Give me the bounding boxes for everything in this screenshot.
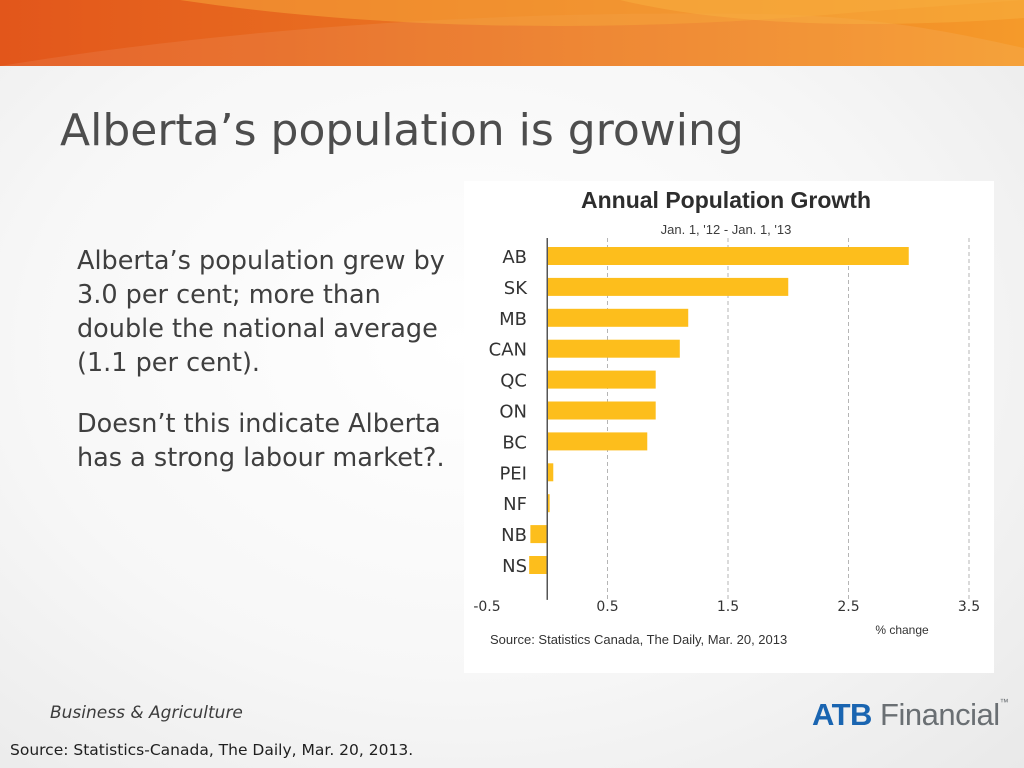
bar-mb xyxy=(547,308,689,327)
category-label-on: ON xyxy=(499,402,527,423)
x-axis-label: % change xyxy=(875,623,929,637)
bar-on xyxy=(547,401,656,420)
chart-subtitle: Jan. 1, '12 - Jan. 1, '13 xyxy=(661,222,792,237)
bar-nf xyxy=(547,494,550,513)
category-label-ns: NS xyxy=(502,556,527,577)
category-label-qc: QC xyxy=(500,371,527,392)
category-label-sk: SK xyxy=(504,278,528,299)
category-label-nf: NF xyxy=(503,494,527,515)
bullet-list: Alberta’s population grew by 3.0 per cen… xyxy=(77,244,467,502)
grid-lines xyxy=(607,238,970,600)
population-growth-chart: AB SK MB CAN QC ON BC PEI NF NB NS -0.5 0.5 1.5 2.5 3.… xyxy=(464,181,994,673)
slide-source: Source: Statistics-Canada, The Daily, Ma… xyxy=(10,741,414,759)
bar-bc xyxy=(547,432,648,451)
x-tick-label: -0.5 xyxy=(473,599,500,615)
x-tick-label: 3.5 xyxy=(958,599,980,615)
x-tick-label: 2.5 xyxy=(837,599,859,615)
x-tick-label: 1.5 xyxy=(717,599,739,615)
logo-atb: ATB xyxy=(812,697,872,732)
slide-title: Alberta’s population is growing xyxy=(60,105,744,156)
category-label-nb: NB xyxy=(501,525,527,546)
footer-division: Business & Agriculture xyxy=(50,703,243,723)
bars xyxy=(529,247,909,574)
bullet-labour-market: Doesn’t this indicate Alberta has a stro… xyxy=(77,409,445,473)
bar-can xyxy=(547,339,680,358)
chart-svg: AB SK MB CAN QC ON BC PEI NF NB NS -0.5 0.5 1.5 2.5 3.… xyxy=(473,187,980,647)
category-labels: AB SK MB CAN QC ON BC PEI NF NB NS xyxy=(489,247,529,577)
logo-financial: Financial xyxy=(880,697,1000,732)
category-label-pei: PEI xyxy=(499,463,527,484)
chart-title: Annual Population Growth xyxy=(581,187,871,213)
chart-source: Source: Statistics Canada, The Daily, Ma… xyxy=(490,632,787,647)
header-banner xyxy=(0,0,1024,66)
bullet-population-growth: Alberta’s population grew by 3.0 per cen… xyxy=(77,246,445,378)
x-tick-label: 0.5 xyxy=(596,599,618,615)
category-label-can: CAN xyxy=(489,340,527,361)
category-label-mb: MB xyxy=(499,309,527,330)
category-label-bc: BC xyxy=(502,432,527,453)
category-label-ab: AB xyxy=(502,247,527,268)
x-tick-labels: -0.5 0.5 1.5 2.5 3.5 xyxy=(473,599,980,615)
bar-nb xyxy=(530,525,548,544)
bar-ns xyxy=(529,556,548,574)
atb-financial-logo: ATB Financial™ xyxy=(812,697,1009,733)
bar-pei xyxy=(547,463,554,482)
bar-ab xyxy=(547,247,909,265)
logo-trademark: ™ xyxy=(999,697,1009,707)
bar-qc xyxy=(547,370,656,389)
bar-sk xyxy=(547,277,789,296)
